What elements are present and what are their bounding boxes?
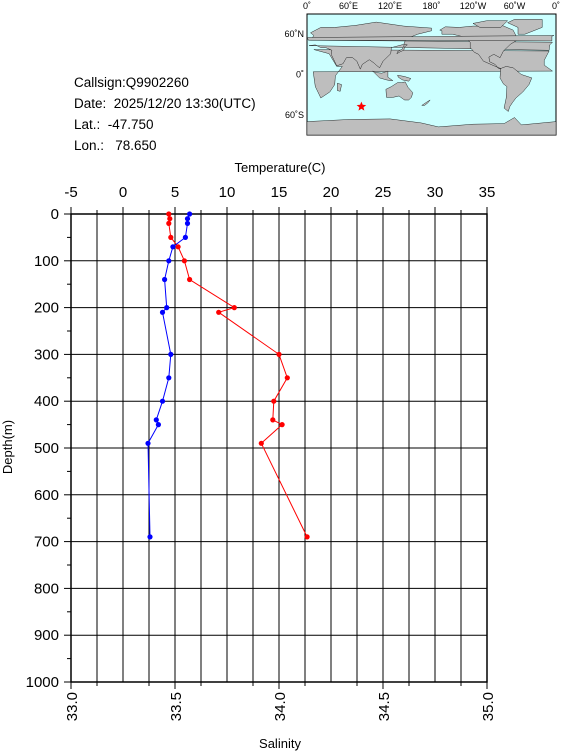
temperature-data-point bbox=[166, 220, 172, 226]
temperature-data-point bbox=[175, 244, 181, 250]
depth-tick-label: 900 bbox=[34, 627, 59, 644]
depth-tick-label: 0 bbox=[51, 206, 59, 223]
salinity-data-point bbox=[164, 305, 170, 311]
temperature-tick-label: 35 bbox=[479, 184, 496, 201]
temperature-tick-label: 30 bbox=[427, 184, 444, 201]
greenland-land bbox=[507, 19, 543, 35]
temperature-tick-label: 20 bbox=[323, 184, 340, 201]
temperature-data-point bbox=[216, 309, 222, 315]
salinity-data-point bbox=[162, 276, 168, 283]
south-america-land bbox=[499, 66, 533, 112]
temperature-profile-line bbox=[168, 213, 308, 538]
salinity-data-point bbox=[170, 244, 176, 250]
depth-tick-label: 300 bbox=[34, 346, 59, 363]
date-text: Date: 2025/12/20 13:30(UTC) bbox=[74, 96, 256, 111]
temperature-data-point bbox=[284, 375, 290, 381]
salinity-data-point bbox=[159, 398, 166, 404]
temperature-data-point bbox=[270, 417, 276, 423]
map-longitude-label: 0˚ bbox=[303, 1, 311, 11]
salinity-tick-label: 34.5 bbox=[376, 692, 393, 721]
salinity-tick-label: 33.0 bbox=[64, 692, 81, 721]
callsign-text: Callsign:Q9902260 bbox=[74, 75, 189, 90]
depth-tick-label: 700 bbox=[34, 534, 59, 551]
new-zealand-land bbox=[421, 99, 431, 106]
depth-axis-title: Depth(m) bbox=[0, 420, 15, 474]
salinity-axis-title: Salinity bbox=[259, 736, 301, 751]
depth-tick-label: 100 bbox=[34, 253, 59, 270]
temperature-data-point bbox=[258, 440, 264, 446]
map-longitude-label: 60˚W bbox=[504, 1, 526, 11]
temperature-axis-title: Temperature(C) bbox=[234, 160, 325, 175]
temperature-data-point bbox=[271, 398, 277, 404]
temperature-data-point bbox=[187, 276, 193, 283]
temperature-tick-label: 25 bbox=[375, 184, 392, 201]
arctic-islands-land bbox=[472, 20, 509, 28]
salinity-data-point bbox=[184, 216, 191, 222]
new-guinea-land bbox=[397, 74, 412, 82]
salinity-data-point bbox=[182, 234, 188, 240]
salinity-tick-label: 33.5 bbox=[168, 692, 185, 721]
map-longitude-label: 60˚E bbox=[339, 1, 358, 11]
map-latitude-label: 60˚S bbox=[285, 110, 304, 120]
temperature-data-point bbox=[276, 351, 282, 357]
temperature-data-point bbox=[304, 534, 310, 540]
temperature-data-point bbox=[181, 258, 187, 264]
map-latitude-label: 60˚N bbox=[284, 29, 304, 39]
station-location-marker bbox=[356, 101, 367, 111]
salinity-tick-label: 34.0 bbox=[272, 692, 289, 721]
salinity-data-point bbox=[184, 220, 191, 226]
salinity-data-point bbox=[153, 417, 159, 423]
indonesia-land bbox=[372, 70, 394, 81]
temperature-data-point bbox=[279, 422, 285, 428]
salinity-data-point bbox=[187, 211, 193, 217]
temperature-data-point bbox=[166, 211, 172, 217]
map-longitude-label: 120˚W bbox=[460, 1, 487, 11]
map-longitude-label: 120˚E bbox=[378, 1, 402, 11]
salinity-data-point bbox=[168, 351, 174, 357]
temperature-tick-label: 15 bbox=[271, 184, 288, 201]
temperature-data-point bbox=[231, 305, 237, 311]
latitude-text: Lat.: -47.750 bbox=[74, 117, 154, 132]
salinity-data-point bbox=[145, 440, 151, 446]
salinity-data-point bbox=[155, 422, 161, 428]
australia-land bbox=[385, 81, 414, 101]
salinity-data-point bbox=[166, 375, 172, 381]
map-latitude-label: 0˚ bbox=[296, 70, 304, 80]
depth-tick-label: 600 bbox=[34, 487, 59, 504]
temperature-data-point bbox=[167, 216, 173, 222]
map-longitude-label: 0˚ bbox=[552, 1, 560, 11]
salinity-data-point bbox=[159, 309, 166, 315]
antarctica-land bbox=[306, 117, 557, 136]
madagascar-land bbox=[337, 82, 342, 92]
uk-land bbox=[306, 35, 554, 42]
europe-asia-land bbox=[309, 21, 553, 70]
depth-tick-label: 1000 bbox=[26, 674, 59, 691]
temperature-tick-label: -5 bbox=[64, 184, 77, 201]
salinity-tick-label: 35.0 bbox=[480, 692, 497, 721]
depth-tick-label: 500 bbox=[34, 440, 59, 457]
depth-tick-label: 400 bbox=[34, 393, 59, 410]
salinity-data-point bbox=[147, 534, 153, 540]
temperature-tick-label: 0 bbox=[119, 184, 127, 201]
map-land bbox=[306, 19, 557, 136]
depth-tick-label: 800 bbox=[34, 580, 59, 597]
japan-land bbox=[396, 44, 408, 55]
longitude-text: Lon.: 78.650 bbox=[74, 138, 157, 153]
station-info: Callsign:Q9902260 Date: 2025/12/20 13:30… bbox=[74, 72, 256, 156]
salinity-data-point bbox=[166, 258, 172, 264]
depth-tick-label: 200 bbox=[34, 300, 59, 317]
temperature-tick-label: 5 bbox=[171, 184, 179, 201]
map-longitude-label: 180˚ bbox=[422, 1, 440, 11]
temperature-tick-label: 10 bbox=[219, 184, 236, 201]
temperature-data-point bbox=[168, 234, 174, 240]
